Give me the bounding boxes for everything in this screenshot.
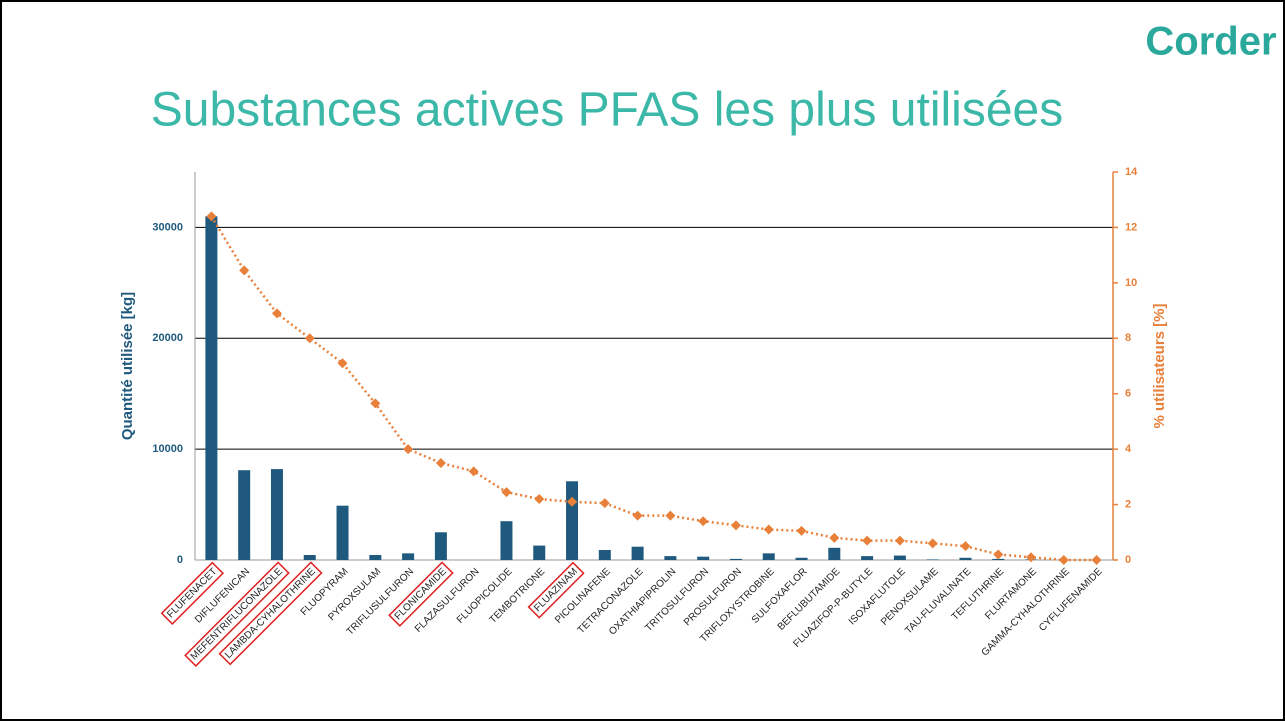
marker [271, 308, 282, 319]
bar [893, 555, 906, 560]
marker [632, 510, 643, 521]
bar [402, 553, 415, 560]
marker [665, 510, 676, 521]
marker [599, 498, 610, 509]
logo: Corder [1145, 20, 1276, 64]
bar [664, 556, 677, 560]
y-axis-title: Quantité utilisée [kg] [119, 292, 136, 440]
highlight-box [388, 561, 454, 627]
bar [762, 553, 775, 560]
highlight-box [184, 561, 290, 667]
bar [369, 555, 382, 560]
marker [567, 496, 578, 507]
bar [959, 557, 972, 560]
bar [729, 558, 742, 560]
bar [303, 555, 316, 560]
bar [598, 550, 611, 560]
bar [697, 556, 710, 560]
marker [730, 520, 741, 531]
highlight-box [160, 561, 224, 625]
bar [434, 532, 447, 560]
bar [238, 470, 251, 560]
bar [828, 547, 841, 560]
marker [698, 516, 709, 527]
y2-tick-label: 6 [1125, 388, 1131, 400]
marker [304, 333, 315, 344]
bar [205, 216, 218, 561]
y-tick-label: 30000 [152, 221, 183, 233]
bar [533, 545, 546, 560]
bar [566, 481, 579, 560]
y2-tick-label: 0 [1125, 554, 1131, 566]
marker [370, 398, 381, 409]
highlight-box [218, 561, 323, 666]
bar [336, 505, 349, 560]
marker [829, 532, 840, 543]
y-tick-label: 20000 [152, 332, 183, 344]
bar [926, 559, 939, 560]
slide-title: Substances actives PFAS les plus utilisé… [151, 84, 1063, 137]
marker [435, 458, 446, 468]
y-tick-label: 0 [177, 554, 183, 566]
marker [337, 358, 348, 369]
bar [500, 521, 513, 560]
y2-tick-label: 2 [1125, 498, 1131, 510]
marker [796, 525, 807, 536]
line [210, 215, 1097, 562]
bar [270, 469, 283, 560]
marker [403, 444, 414, 455]
y2-tick-label: 4 [1125, 443, 1132, 455]
marker [501, 487, 512, 498]
marker [468, 466, 479, 477]
y-tick-label: 10000 [152, 443, 183, 455]
marker [534, 494, 545, 505]
marker [763, 524, 774, 535]
y2-tick-label: 10 [1125, 277, 1137, 289]
marker [862, 535, 873, 546]
bar [795, 557, 808, 560]
marker [993, 549, 1004, 560]
marker [239, 265, 250, 276]
marker [1091, 555, 1102, 565]
marker [1026, 552, 1037, 563]
y2-axis-title: % utilisateurs [%] [1151, 303, 1168, 428]
marker [927, 538, 938, 549]
marker [206, 211, 217, 222]
y2-tick-label: 14 [1125, 166, 1138, 178]
marker [894, 535, 905, 546]
highlight-box [527, 561, 585, 619]
marker [960, 541, 971, 552]
y2-tick-label: 12 [1125, 221, 1137, 233]
y2-tick-label: 8 [1125, 332, 1131, 344]
bar [861, 556, 874, 560]
marker [1058, 555, 1069, 565]
bar [631, 546, 644, 560]
